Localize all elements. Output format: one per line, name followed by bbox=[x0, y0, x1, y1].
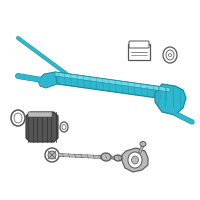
Ellipse shape bbox=[132, 156, 138, 164]
FancyBboxPatch shape bbox=[128, 44, 150, 60]
Ellipse shape bbox=[11, 110, 25, 126]
Polygon shape bbox=[26, 112, 58, 142]
FancyBboxPatch shape bbox=[129, 41, 149, 48]
Polygon shape bbox=[55, 72, 172, 100]
Polygon shape bbox=[55, 72, 170, 92]
Polygon shape bbox=[28, 112, 52, 117]
Ellipse shape bbox=[45, 148, 59, 162]
Ellipse shape bbox=[60, 122, 68, 132]
Ellipse shape bbox=[101, 153, 111, 161]
Ellipse shape bbox=[140, 142, 146, 146]
Ellipse shape bbox=[114, 155, 122, 161]
Ellipse shape bbox=[163, 47, 177, 63]
Polygon shape bbox=[155, 84, 186, 115]
Ellipse shape bbox=[168, 53, 172, 56]
Ellipse shape bbox=[62, 124, 66, 130]
Ellipse shape bbox=[166, 50, 174, 60]
Ellipse shape bbox=[14, 113, 22, 123]
Ellipse shape bbox=[48, 151, 56, 159]
Polygon shape bbox=[122, 148, 148, 172]
Polygon shape bbox=[38, 72, 57, 88]
Ellipse shape bbox=[128, 152, 142, 168]
